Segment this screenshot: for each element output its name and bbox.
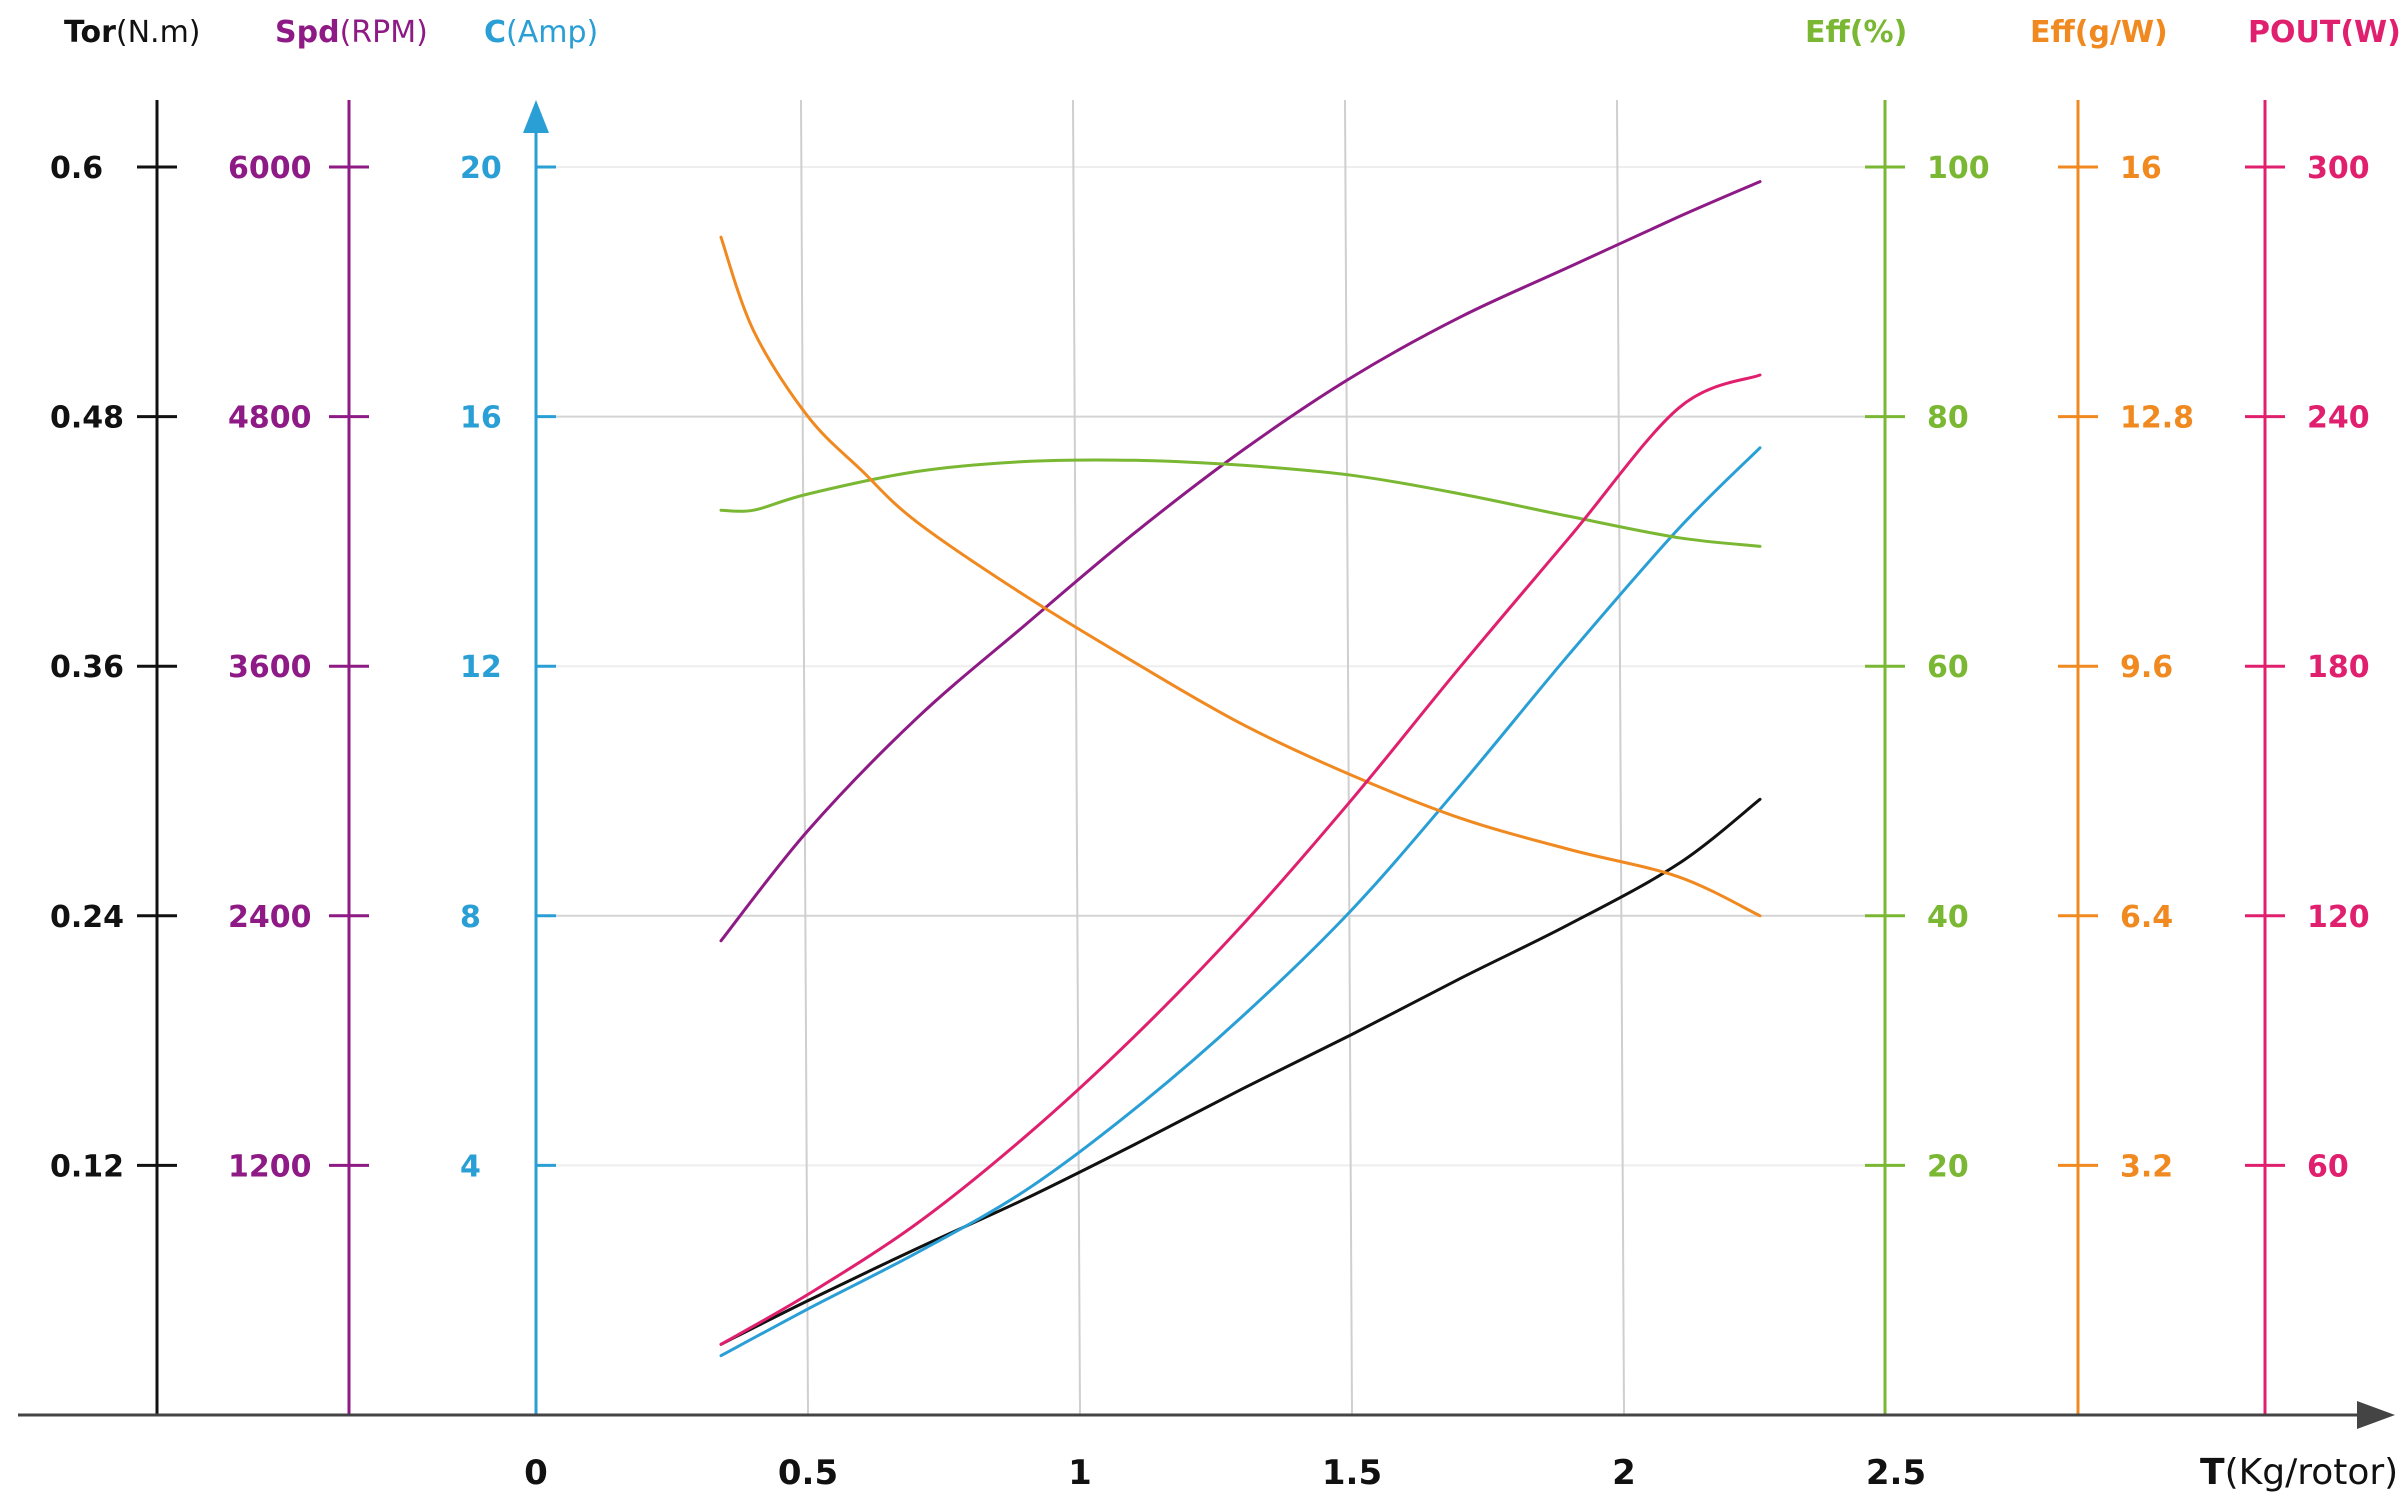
y-tick-label-effp: 60 (1927, 650, 1969, 685)
y-tick-label-c: 16 (460, 401, 502, 436)
y-tick-label-spd: 4800 (228, 401, 312, 436)
series-layer (719, 180, 1762, 1358)
y-tick-label-tor: 0.12 (50, 1149, 124, 1184)
v-gridline (1616, 99, 1625, 1416)
v-gridline (800, 99, 809, 1416)
x-axis-arrow (2357, 1401, 2395, 1429)
y-axis-title-pout: POUT(W) (2248, 15, 2401, 50)
series-line-spd (719, 180, 1762, 943)
y-axis-arrow-c (523, 100, 549, 133)
v-gridline (1344, 99, 1353, 1416)
y-tick-label-spd: 1200 (228, 1149, 312, 1184)
y-tick-label-effg: 12.8 (2120, 401, 2194, 436)
y-tick-label-effp: 40 (1927, 900, 1969, 935)
y-tick-label-pout: 240 (2307, 401, 2370, 436)
y-tick-label-c: 4 (460, 1149, 481, 1184)
y-tick-label-tor: 0.48 (50, 401, 124, 436)
y-tick-label-effp: 20 (1927, 1149, 1969, 1184)
y-axis-title-main-c: C (484, 15, 506, 50)
y-axis-title-main-spd: Spd (275, 15, 340, 50)
y-tick-label-tor: 0.36 (50, 650, 124, 685)
x-axis-title: T(Kg/rotor) (2200, 1452, 2398, 1493)
y-tick-label-tor: 0.6 (50, 151, 103, 186)
y-tick-label-effp: 80 (1927, 401, 1969, 436)
y-tick-label-effg: 6.4 (2120, 900, 2173, 935)
y-tick-label-spd: 3600 (228, 650, 312, 685)
x-axis-title-main: T (2200, 1452, 2225, 1493)
label-layer: 0.120.240.360.480.6Tor(N.m)1200240036004… (50, 15, 2401, 1493)
y-tick-label-tor: 0.24 (50, 900, 124, 935)
x-tick-label: 1 (1068, 1453, 1092, 1493)
v-gridline (1072, 99, 1081, 1416)
y-axis-title-effp: Eff(%) (1805, 15, 1907, 50)
y-axis-title-main-tor: Tor (64, 15, 116, 50)
y-tick-label-pout: 60 (2307, 1149, 2349, 1184)
y-tick-label-effp: 100 (1927, 151, 1990, 186)
y-tick-label-effg: 16 (2120, 151, 2162, 186)
x-tick-label: 2 (1612, 1453, 1636, 1493)
series-line-effp (719, 458, 1762, 548)
x-tick-label: 1.5 (1322, 1453, 1382, 1493)
y-axis-title-tor: Tor(N.m) (64, 15, 201, 50)
y-axis-title-main-pout: POUT(W) (2248, 15, 2401, 50)
y-axis-title-unit-spd: (RPM) (340, 15, 428, 50)
y-tick-label-effg: 3.2 (2120, 1149, 2173, 1184)
y-tick-label-c: 12 (460, 650, 502, 685)
y-axis-title-c: C(Amp) (484, 15, 598, 50)
y-tick-label-pout: 180 (2307, 650, 2370, 685)
series-line-tor (719, 797, 1762, 1346)
y-tick-label-c: 20 (460, 151, 502, 186)
y-tick-label-effg: 9.6 (2120, 650, 2173, 685)
y-tick-label-pout: 300 (2307, 151, 2370, 186)
y-axis-title-main-effp: Eff(%) (1805, 15, 1907, 50)
y-axis-title-unit-tor: (N.m) (116, 15, 201, 50)
x-tick-label: 0 (524, 1453, 548, 1493)
grid-layer (536, 99, 1885, 1416)
axis-layer (18, 100, 2395, 1429)
series-line-pout (719, 373, 1762, 1346)
y-axis-title-main-effg: Eff(g/W) (2030, 15, 2168, 50)
series-line-c (719, 446, 1762, 1358)
y-tick-label-pout: 120 (2307, 900, 2370, 935)
y-tick-label-spd: 2400 (228, 900, 312, 935)
x-tick-label: 2.5 (1866, 1453, 1926, 1493)
series-line-effg (719, 235, 1762, 918)
y-axis-title-unit-c: (Amp) (506, 15, 598, 50)
y-axis-title-spd: Spd(RPM) (275, 15, 428, 50)
y-tick-label-spd: 6000 (228, 151, 312, 186)
y-axis-title-effg: Eff(g/W) (2030, 15, 2168, 50)
x-axis-title-unit: (Kg/rotor) (2225, 1452, 2399, 1493)
y-tick-label-c: 8 (460, 900, 481, 935)
x-tick-label: 0.5 (778, 1453, 838, 1493)
